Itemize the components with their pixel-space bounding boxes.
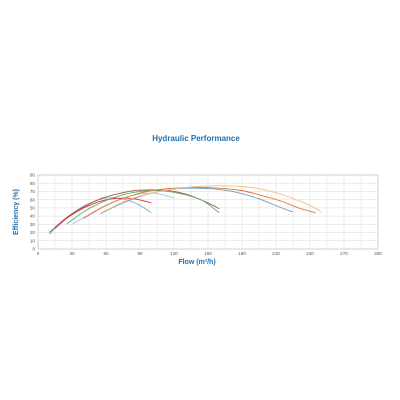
y-tick-label: 40 (30, 214, 36, 219)
y-tick-label: 50 (30, 205, 36, 210)
y-tick-labels: 0 10 20 30 40 50 60 70 80 90 (30, 173, 36, 252)
y-tick-label: 70 (30, 189, 36, 194)
y-axis-title: Efficiency (%) (13, 189, 20, 235)
efficiency-curve-6 (83, 186, 316, 219)
x-tick-label: 120 (170, 251, 178, 256)
x-tick-label: 270 (340, 251, 348, 256)
grid (37, 174, 379, 250)
efficiency-curve-7 (100, 187, 294, 215)
x-axis-title: Flow (m³/h) (178, 259, 215, 266)
efficiency-curve-8 (105, 185, 322, 213)
y-tick-label: 80 (30, 181, 36, 186)
x-tick-labels: 0 30 60 90 120 150 180 210 240 270 300 (37, 251, 383, 256)
y-tick-label: 10 (30, 238, 36, 243)
x-tick-label: 90 (137, 251, 143, 256)
x-tick-label: 0 (37, 251, 40, 256)
x-tick-label: 60 (103, 251, 109, 256)
efficiency-curve-5 (66, 190, 220, 225)
x-tick-label: 210 (272, 251, 280, 256)
y-tick-label: 20 (30, 230, 36, 235)
x-tick-label: 300 (374, 251, 382, 256)
y-tick-label: 0 (32, 247, 35, 252)
plot-frame (37, 174, 379, 250)
series-group (49, 185, 322, 235)
x-tick-label: 240 (306, 251, 314, 256)
y-tick-label: 30 (30, 222, 36, 227)
efficiency-curve-2 (54, 197, 152, 229)
x-tick-label: 150 (204, 251, 212, 256)
chart-title: Hydraulic Performance (152, 134, 240, 143)
x-tick-label: 180 (238, 251, 246, 256)
x-tick-label: 30 (69, 251, 75, 256)
y-tick-label: 60 (30, 197, 36, 202)
y-tick-label: 90 (30, 173, 36, 178)
